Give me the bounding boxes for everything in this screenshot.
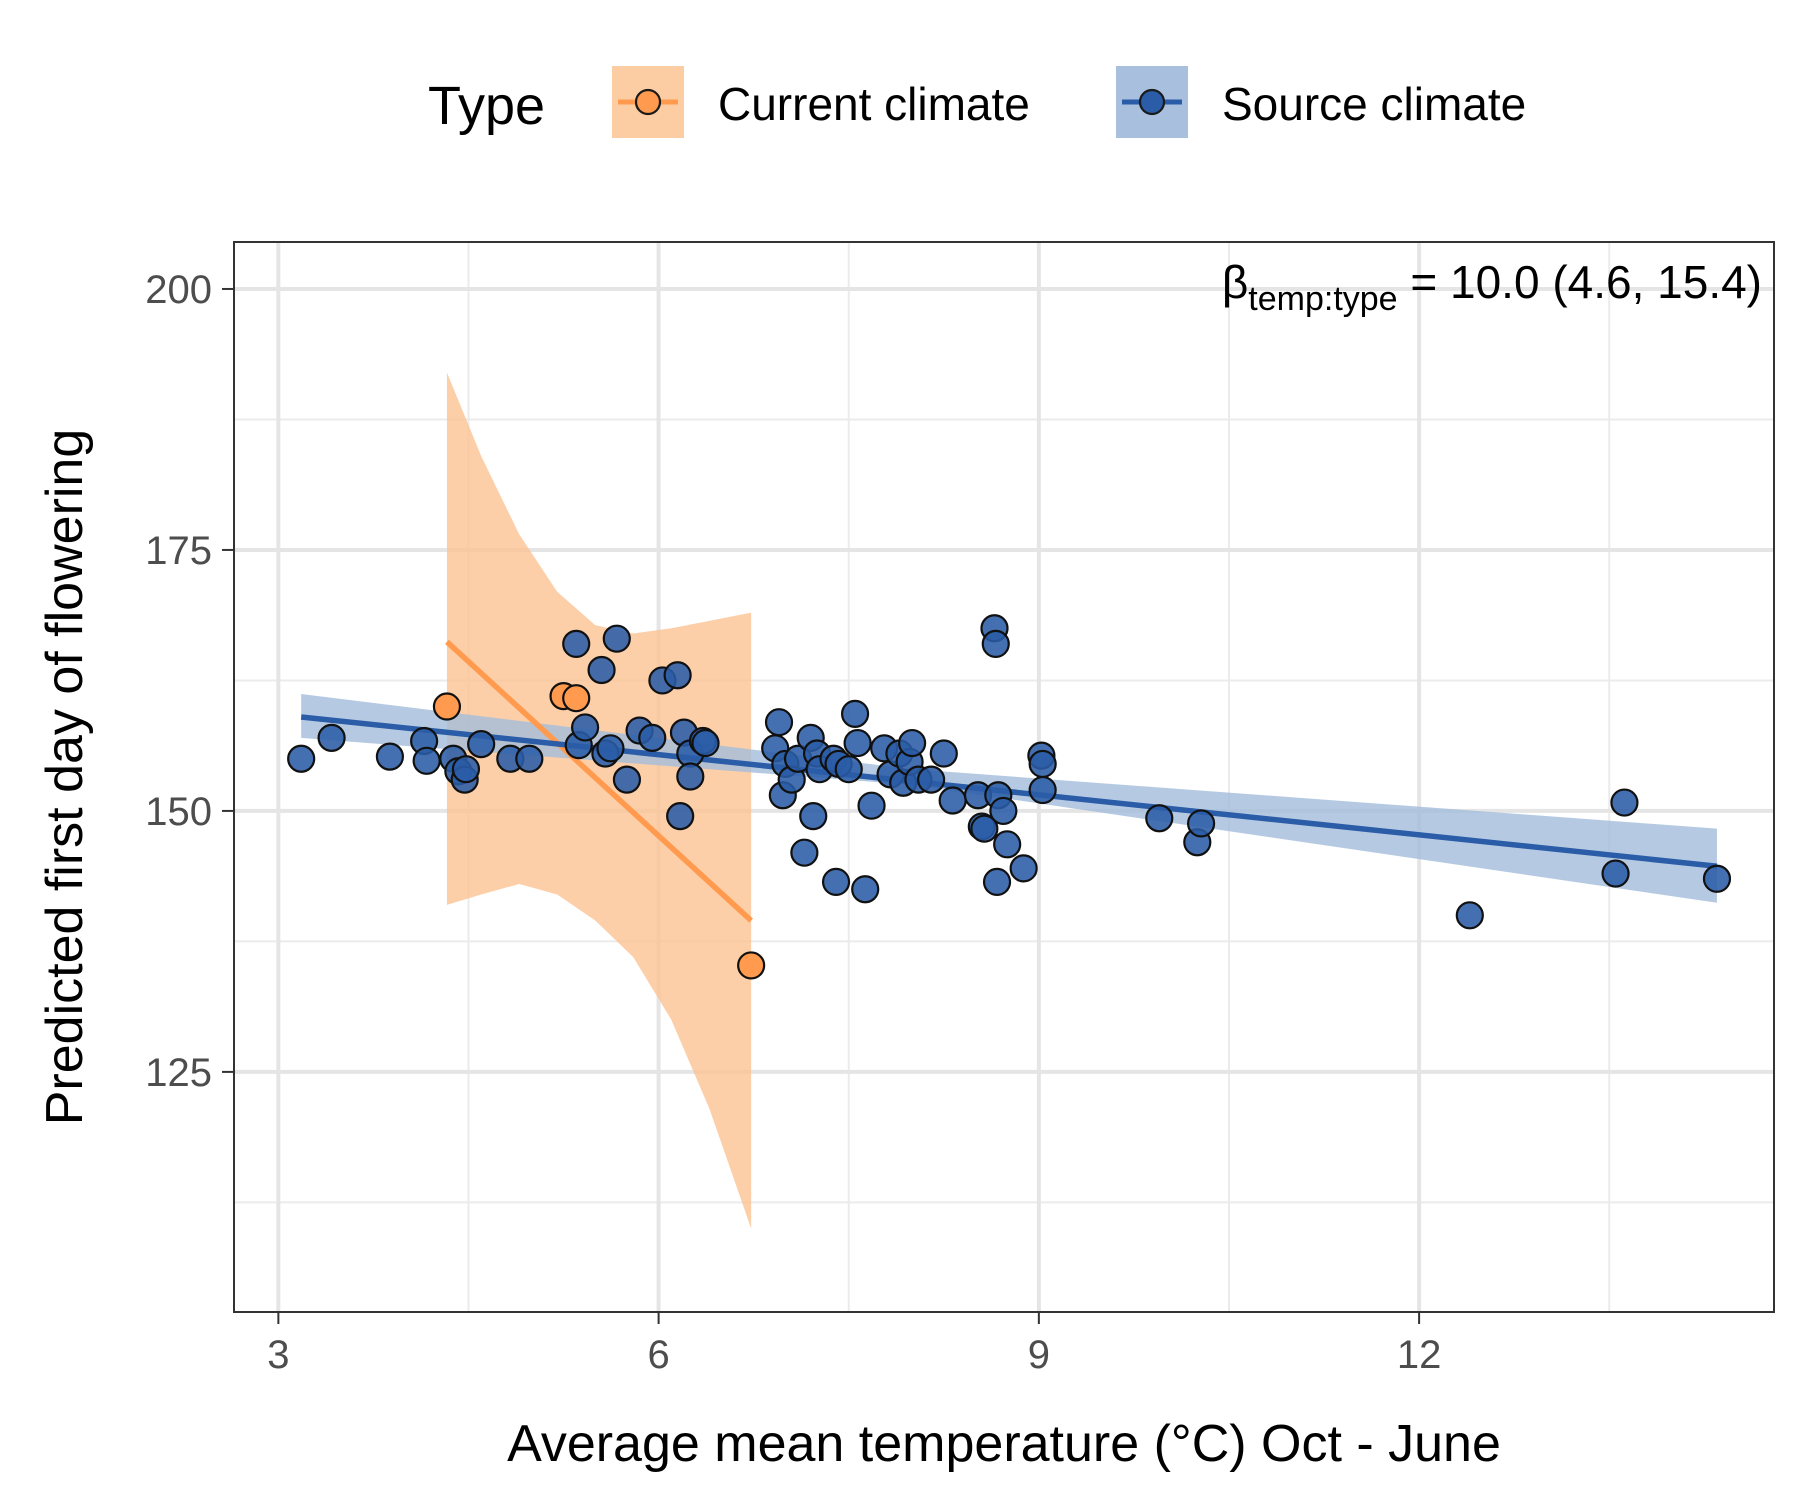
- data-point-source-climate: [562, 629, 591, 659]
- x-tick-label: 9: [1028, 1333, 1050, 1377]
- data-point-source-climate: [1009, 854, 1038, 883]
- data-point-source-climate: [612, 765, 642, 794]
- y-tick-label: 125: [145, 1051, 212, 1095]
- data-point-current-climate: [432, 692, 462, 721]
- data-point-source-climate: [981, 629, 1010, 659]
- data-point-source-climate: [412, 746, 441, 775]
- x-tick-label: 12: [1397, 1333, 1442, 1377]
- data-point-source-climate: [596, 734, 625, 763]
- legend-key-current-climate: [612, 66, 684, 138]
- annotation-subscript: temp:type: [1248, 280, 1397, 318]
- data-point-source-climate: [691, 728, 720, 758]
- legend-key-source-climate: [1116, 66, 1188, 138]
- plot-panel: [233, 241, 1775, 1313]
- data-points: [287, 614, 1732, 980]
- data-point-current-climate: [737, 951, 766, 980]
- legend-key-source-point: [1138, 88, 1166, 116]
- x-axis: 3 6 9 12: [267, 1312, 1441, 1377]
- legend-key-current-point: [634, 88, 662, 116]
- legend-label-current-climate: Current climate: [718, 78, 1030, 130]
- data-point-source-climate: [515, 744, 544, 773]
- data-point-source-climate: [1601, 859, 1630, 888]
- data-point-source-climate: [1702, 864, 1732, 893]
- data-point-source-climate: [1610, 788, 1639, 817]
- data-point-source-climate: [764, 708, 794, 737]
- data-point-current-climate: [562, 684, 591, 713]
- data-point-source-climate: [1145, 804, 1174, 833]
- data-point-source-climate: [1028, 775, 1057, 805]
- data-point-source-climate: [790, 838, 819, 867]
- data-point-source-climate: [666, 802, 695, 831]
- data-point-source-climate: [467, 730, 496, 759]
- data-point-source-climate: [663, 661, 692, 690]
- data-point-source-climate: [587, 655, 616, 685]
- data-point-source-climate: [451, 755, 481, 784]
- data-point-source-climate: [982, 867, 1012, 897]
- data-point-source-climate: [1186, 809, 1216, 838]
- data-point-source-climate: [938, 786, 967, 815]
- data-point-source-climate: [840, 699, 870, 728]
- data-point-source-climate: [799, 802, 828, 831]
- legend-label-source-climate: Source climate: [1222, 78, 1526, 130]
- y-axis-title: Predicted first day of flowering: [36, 429, 94, 1126]
- annotation-beta: β: [1222, 256, 1248, 308]
- data-point-source-climate: [1455, 901, 1484, 930]
- data-point-source-climate: [917, 765, 946, 794]
- x-tick-label: 3: [267, 1333, 289, 1377]
- data-point-source-climate: [570, 713, 600, 742]
- interaction-annotation: βtemp:type = 10.0 (4.6, 15.4): [1222, 256, 1762, 318]
- data-point-source-climate: [834, 755, 863, 784]
- data-point-source-climate: [821, 867, 851, 897]
- data-point-source-climate: [638, 723, 667, 752]
- annotation-value: = 10.0 (4.6, 15.4): [1398, 256, 1762, 308]
- data-point-source-climate: [1028, 749, 1057, 779]
- data-point-source-climate: [970, 814, 999, 843]
- y-tick-label: 200: [145, 268, 212, 312]
- panel-border: [233, 241, 1775, 1313]
- legend: Type Current climate Source climate: [428, 66, 1526, 138]
- legend-title: Type: [428, 76, 545, 136]
- data-point-source-climate: [843, 728, 872, 758]
- data-point-source-climate: [851, 875, 880, 904]
- fit-line-current-climate: [445, 639, 753, 923]
- data-point-source-climate: [989, 796, 1018, 826]
- x-tick-label: 6: [647, 1333, 669, 1377]
- data-point-source-climate: [993, 830, 1022, 859]
- data-point-source-climate: [898, 728, 927, 758]
- data-point-source-climate: [676, 762, 705, 791]
- ribbon-current-climate: [446, 372, 752, 1229]
- y-tick-label: 150: [145, 790, 212, 834]
- data-point-source-climate: [929, 739, 958, 768]
- y-axis: 125 150 175 200: [145, 268, 234, 1095]
- y-tick-label: 175: [145, 529, 212, 573]
- x-axis-title: Average mean temperature (°C) Oct - June: [507, 1415, 1501, 1473]
- data-point-source-climate: [317, 723, 346, 752]
- data-point-source-climate: [375, 742, 405, 771]
- data-point-source-climate: [857, 791, 886, 820]
- data-point-source-climate: [287, 744, 316, 773]
- data-point-source-climate: [602, 624, 631, 653]
